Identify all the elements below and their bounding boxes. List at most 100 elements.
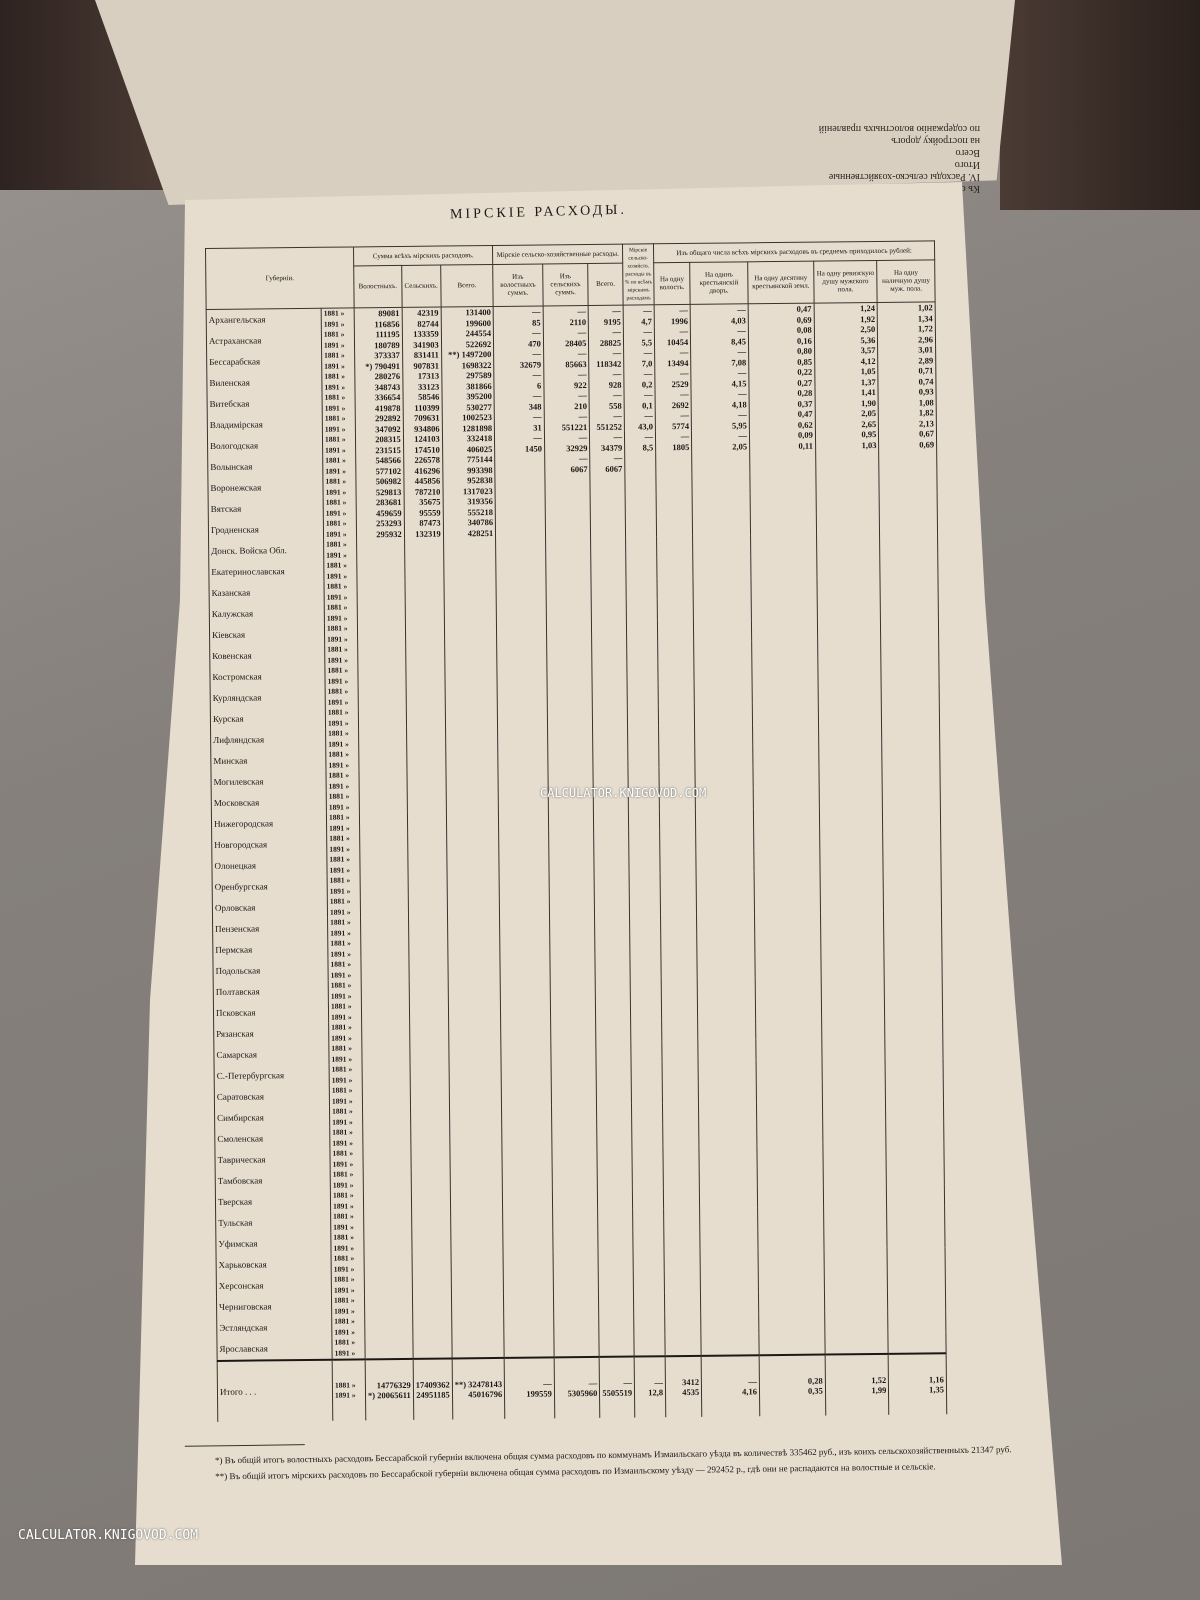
gubernia-name: Ярославская: [216, 1337, 333, 1361]
value-cell: [444, 621, 497, 644]
value-cell: [752, 681, 819, 704]
years: 1881 » 1891 »: [321, 371, 356, 393]
gubernia-name: Кіевская: [209, 623, 325, 646]
value-cell: [551, 1124, 598, 1147]
value-cell: [499, 852, 549, 874]
value-cell: 253293 295932: [356, 517, 405, 540]
value-cell: [660, 892, 697, 915]
value-cell: [595, 998, 631, 1020]
value-cell: [550, 1040, 597, 1063]
value-cell: [757, 1227, 824, 1250]
value-cell: — 7,0: [623, 347, 655, 369]
value-cell: [631, 1082, 663, 1104]
value-cell: — 5305960: [553, 1356, 601, 1419]
value-cell: [357, 643, 406, 666]
value-cell: [657, 577, 694, 600]
value-cell: 283681 459659: [356, 496, 405, 519]
value-cell: [553, 1334, 600, 1358]
value-cell: [664, 1312, 702, 1335]
value-cell: [655, 451, 693, 474]
gubernia-name: Олонецкая: [211, 854, 328, 877]
value-cell: [446, 831, 500, 854]
value-cell: — 5,95: [691, 409, 750, 431]
gubernia-name: Эстляндская: [216, 1316, 332, 1339]
value-cell: [631, 1103, 663, 1125]
header-col-5: Всего.: [587, 263, 624, 306]
value-cell: [663, 1165, 700, 1188]
years: 1881 » 1891 »: [331, 1274, 365, 1296]
value-cell: [882, 743, 940, 765]
value-cell: [449, 1146, 503, 1169]
value-cell: [595, 956, 631, 978]
value-cell: [661, 997, 698, 1020]
value-cell: [497, 663, 547, 685]
value-cell: [552, 1229, 599, 1252]
value-cell: [503, 1251, 554, 1273]
value-cell: [410, 1168, 451, 1190]
value-cell: [590, 494, 626, 516]
value-cell: [594, 893, 630, 915]
previous-page-line: Всего: [955, 147, 980, 158]
years: 1881 » 1891 »: [321, 329, 355, 351]
value-cell: [694, 682, 753, 704]
value-cell: [633, 1292, 665, 1314]
value-cell: [551, 1166, 598, 1189]
value-cell: [881, 701, 940, 723]
gubernia-name: Таврическая: [214, 1148, 331, 1171]
value-cell: [599, 1334, 635, 1357]
years: 1881 » 1891 »: [330, 1169, 364, 1191]
value-cell: [823, 1247, 888, 1270]
value-cell: [360, 874, 409, 897]
gubernia-name: Костромская: [209, 665, 326, 688]
value-cell: [884, 995, 943, 1017]
value-cell: [691, 451, 750, 473]
value-cell: [595, 935, 631, 957]
value-cell: [363, 1189, 412, 1212]
years: 1881 » 1891 »: [326, 833, 360, 855]
value-cell: [596, 1082, 632, 1104]
value-cell: 445856 787210: [403, 475, 443, 497]
value-cell: [357, 601, 406, 624]
value-cell: [632, 1229, 665, 1251]
value-cell: [407, 811, 447, 833]
value-cell: [443, 537, 496, 560]
value-cell: [884, 974, 943, 996]
value-cell: [758, 1332, 825, 1356]
value-cell: [699, 1144, 758, 1166]
value-cell: [590, 473, 626, 495]
previous-page: [95, 0, 1015, 205]
header-col-10: На одну наличную душу муж. пола.: [876, 259, 936, 303]
value-cell: 1,02 1,34: [877, 301, 936, 324]
value-cell: [632, 1208, 664, 1230]
value-cell: [818, 764, 883, 787]
gubernia-name: Минская: [210, 749, 326, 772]
value-cell: [404, 559, 444, 581]
value-cell: [548, 809, 594, 832]
value-cell: — 10454: [654, 325, 691, 348]
value-cell: [592, 725, 628, 747]
value-cell: [499, 915, 550, 937]
value-cell: [597, 1145, 633, 1167]
value-cell: — 4,03: [690, 303, 749, 326]
value-cell: [657, 661, 695, 684]
value-cell: [815, 491, 880, 514]
value-cell: [547, 746, 594, 769]
gubernia-name: Саратовская: [214, 1085, 330, 1108]
gubernia-name: Херсонская: [216, 1274, 332, 1297]
value-cell: 0,80 0,85: [748, 345, 815, 368]
value-cell: [697, 976, 756, 998]
value-cell: [358, 727, 407, 750]
gubernia-name: Гродненская: [208, 518, 324, 541]
gubernia-name: Московская: [211, 791, 327, 814]
value-cell: [819, 806, 883, 829]
years: 1881 » 1891 »: [329, 1064, 363, 1086]
value-cell: [693, 577, 752, 599]
value-cell: [630, 1019, 662, 1041]
value-cell: [595, 977, 631, 999]
value-cell: [626, 641, 658, 663]
value-cell: [625, 536, 657, 558]
value-cell: [756, 1143, 823, 1166]
value-cell: [656, 514, 693, 537]
value-cell: [496, 579, 547, 601]
value-cell: [817, 638, 882, 661]
